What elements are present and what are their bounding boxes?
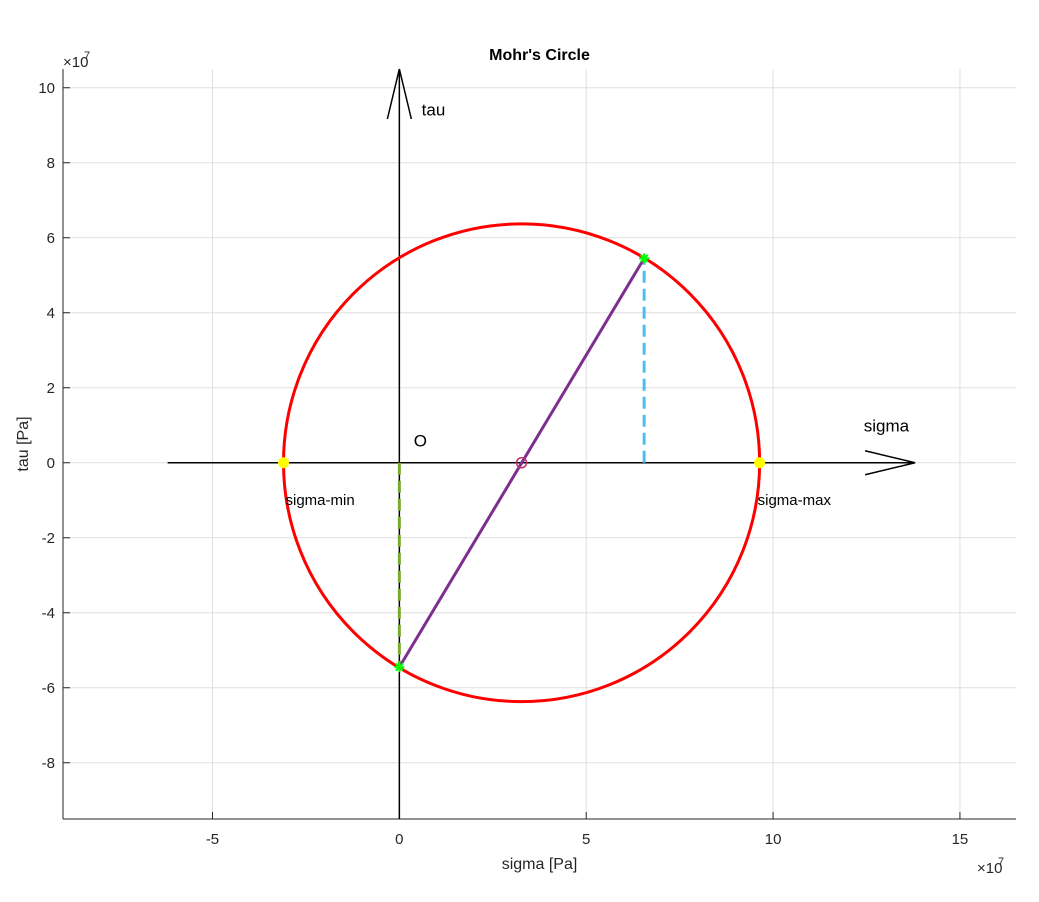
star-stroke	[639, 254, 649, 263]
y-tick-label: 6	[47, 230, 55, 247]
origin-label: O	[414, 431, 427, 450]
sigma-min-label: sigma-min	[285, 492, 354, 509]
y-tick-label: 10	[38, 80, 55, 97]
sigma-max-point	[754, 457, 766, 469]
y-tick-label: -8	[42, 755, 55, 772]
x-tick-label: 10	[765, 831, 782, 848]
x-exponent-power: 7	[998, 856, 1004, 868]
y-axis-label: tau [Pa]	[15, 416, 32, 471]
x-tick-label: 0	[395, 831, 403, 848]
stress-point-a	[639, 253, 650, 264]
sigma-arrow-label: sigma	[864, 417, 910, 436]
y-axis-exponent: ×10 7	[63, 50, 90, 71]
chart-marks	[167, 68, 916, 819]
y-tick-label: -4	[42, 605, 55, 622]
tau-arrow-label: tau	[422, 100, 446, 119]
x-tick-label: -5	[206, 831, 219, 848]
x-tick-label: 5	[582, 831, 590, 848]
y-tick-label: 2	[47, 380, 55, 397]
circle-center-marker	[515, 457, 528, 469]
sigma-min-point	[277, 457, 289, 469]
y-axis-ticks: -8 -6 -4 -2 0 2 4 6 8 10	[38, 80, 70, 772]
x-axis-exponent: ×10 7	[977, 856, 1004, 877]
y-exponent-base: ×10	[63, 54, 88, 71]
y-exponent-power: 7	[84, 50, 90, 62]
chart-title: Mohr's Circle	[489, 47, 590, 64]
grid-lines	[63, 69, 1016, 819]
sigma-max-label: sigma-max	[758, 492, 832, 509]
y-tick-label: 0	[47, 455, 55, 472]
y-tick-label: -6	[42, 680, 55, 697]
x-exponent-base: ×10	[977, 860, 1002, 877]
x-axis-label: sigma [Pa]	[502, 856, 578, 873]
x-axis-ticks: -5 0 5 10 15	[62, 69, 1016, 848]
y-tick-label: 8	[47, 155, 55, 172]
stress-point-b	[394, 662, 405, 673]
star-stroke	[395, 662, 404, 672]
tau-arrow-head	[386, 68, 413, 120]
y-tick-label: 4	[47, 305, 55, 322]
y-tick-label: -2	[42, 530, 55, 547]
x-tick-label: 15	[952, 831, 969, 848]
diameter-line	[398, 257, 646, 668]
sigma-arrow-head	[864, 450, 916, 476]
